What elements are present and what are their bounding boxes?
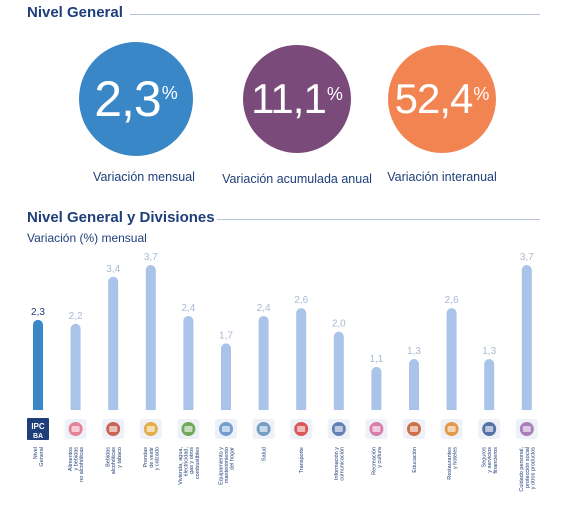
bar-1 (70, 323, 81, 410)
kpi-circle-accumulated: 11,1% (243, 45, 351, 153)
kpi-circle-interannual: 52,4% (388, 45, 496, 153)
value-label-3: 3,7 (144, 252, 158, 263)
category-label-7: Transporte (299, 447, 305, 473)
kpi-monthly-unit: % (161, 83, 178, 104)
value-label-13: 3,7 (520, 252, 534, 263)
doctor-icon (252, 419, 275, 439)
value-label-1: 2,2 (69, 311, 83, 322)
category-label-1: Alimentosy bebidasno alcohólicas (68, 447, 85, 482)
svg-text:BA: BA (33, 433, 43, 440)
category-label-12: Segurosy serviciosfinancieros (482, 447, 499, 474)
category-labels-group: NivelGeneral Alimentosy bebidasno alcohól… (33, 446, 536, 492)
school-icon (403, 419, 425, 439)
bar-10 (409, 359, 419, 410)
kpi-interannual-value: 52,4 (394, 75, 474, 122)
kpi-interannual-label: Variación interanual (387, 170, 497, 184)
house-icon (177, 419, 200, 439)
category-label-4: Vivienda, agua,electricidad,gas y otrosc… (178, 447, 201, 485)
svg-text:IPC: IPC (31, 422, 45, 431)
value-label-12: 1,3 (482, 346, 496, 357)
recreation-icon (365, 419, 388, 439)
section-title-divisiones: Nivel General y Divisiones (27, 209, 215, 226)
value-label-2: 3,4 (106, 264, 120, 275)
personal-care-icon (515, 419, 538, 439)
kpi-monthly-label: Variación mensual (93, 170, 195, 184)
value-label-4: 2,4 (181, 303, 195, 314)
value-label-9: 1,1 (369, 354, 383, 365)
bar-6 (258, 315, 269, 410)
restaurant-icon (440, 419, 463, 439)
bar-chart: 2,3 2,2 3,4 3,7 2,4 1,7 2,4 2,6 2,0 1,1 1,3 2,6 1,3 3… (27, 252, 538, 492)
title-divider (130, 14, 540, 15)
section-divider (217, 219, 540, 220)
kpi-accumulated-value: 11,1 (251, 75, 327, 122)
category-label-13: Cuidado personal,protección socialy otro… (519, 447, 536, 492)
bar-5 (221, 343, 231, 410)
bar-4 (183, 315, 194, 410)
category-label-2: Bebidasalcohólicasy tabaco (106, 447, 123, 474)
bar-2 (108, 276, 119, 410)
computer-icon (327, 419, 350, 439)
kpi-accumulated-unit: % (326, 83, 343, 104)
value-label-8: 2,0 (332, 319, 346, 330)
car-icon (290, 419, 313, 439)
bar-0 (33, 319, 43, 410)
chart-subtitle: Variación (%) mensual (27, 231, 147, 245)
bar-7 (296, 308, 307, 410)
value-label-10: 1,3 (407, 346, 421, 357)
kpi-circle-monthly: 2,3% (79, 42, 193, 156)
bar-12 (484, 359, 495, 410)
category-label-9: Recreacióny cultura (372, 446, 384, 475)
bank-icon (478, 419, 501, 439)
washing-machine-icon (215, 419, 237, 439)
kpi-monthly-value: 2,3 (94, 71, 162, 127)
ipc-ba-logo-icon: IPC BA (27, 418, 49, 440)
kpi-interannual-unit: % (473, 83, 490, 104)
bar-8 (333, 331, 344, 410)
clothing-icon (139, 419, 162, 439)
value-label-7: 2,6 (294, 295, 308, 306)
category-label-11: Restaurantesy hoteles (447, 447, 459, 480)
category-label-6: Salud (262, 447, 268, 461)
value-label-11: 2,6 (445, 295, 459, 306)
food-icon (64, 419, 87, 439)
category-label-5: Equipamiento ymantenimientodel hogar (218, 447, 235, 485)
wine-bottle-icon (102, 419, 125, 439)
bar-13 (521, 265, 532, 410)
category-label-10: Educación (412, 447, 418, 473)
bar-11 (446, 308, 457, 410)
value-label-6: 2,4 (257, 303, 271, 314)
category-label-3: Prendasde vestiry calzado (143, 447, 160, 470)
category-label-8: Información ycomunicación (334, 447, 346, 481)
bar-9 (371, 366, 382, 410)
bar-3 (145, 265, 156, 410)
category-label-0: NivelGeneral (33, 447, 45, 467)
value-labels-group: 2,3 2,2 3,4 3,7 2,4 1,7 2,4 2,6 2,0 1,1 1,3 2,6 1,3 3… (31, 252, 534, 365)
section-title-nivel-general: Nivel General (27, 4, 123, 21)
icons-group: IPC BA (27, 418, 538, 440)
value-label-5: 1,7 (219, 330, 233, 341)
bars-group (33, 265, 532, 410)
kpi-accumulated-label: Variación acumulada anual (222, 172, 372, 186)
value-label-0: 2,3 (31, 307, 45, 318)
